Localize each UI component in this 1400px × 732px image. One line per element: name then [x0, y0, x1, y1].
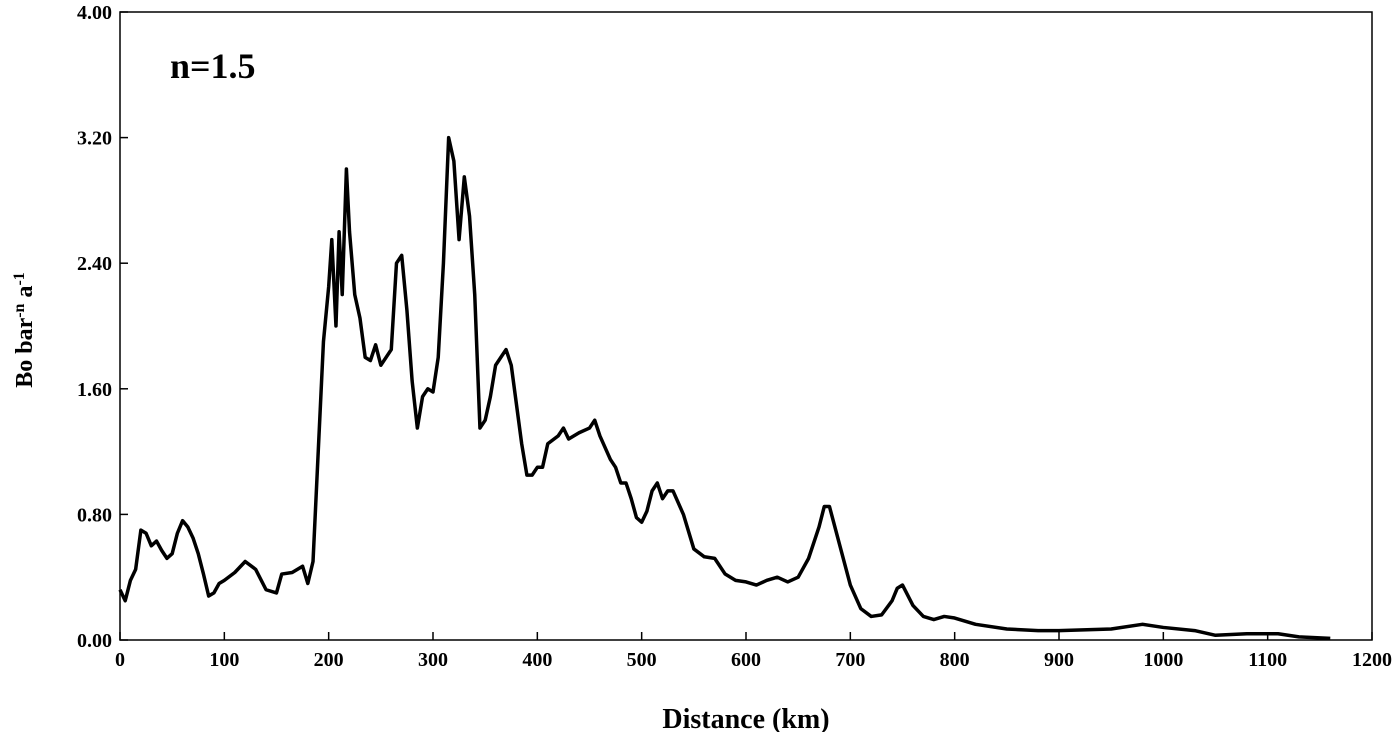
x-tick-label: 1200 [1352, 649, 1392, 671]
y-tick-label: 3.20 [77, 128, 112, 150]
x-tick-label: 200 [314, 649, 344, 671]
y-axis-label-part: a [12, 286, 38, 304]
y-axis-label-part: -n [11, 303, 28, 317]
y-axis-label: Bo bar-n a-1 [11, 272, 39, 388]
x-tick-label: 900 [1044, 649, 1074, 671]
x-tick-label: 300 [418, 649, 448, 671]
x-axis-label: Distance (km) [662, 704, 829, 732]
y-axis-label-part: Bo bar [12, 317, 38, 387]
x-tick-label: 0 [115, 649, 125, 671]
x-tick-label: 500 [627, 649, 657, 671]
x-tick-label: 600 [731, 649, 761, 671]
x-tick-label: 1100 [1248, 649, 1287, 671]
x-tick-label: 100 [209, 649, 239, 671]
x-tick-label: 700 [835, 649, 865, 671]
y-tick-label: 4.00 [77, 2, 112, 24]
y-tick-label: 1.60 [77, 379, 112, 401]
x-tick-label: 800 [940, 649, 970, 671]
y-tick-label: 0.00 [77, 630, 112, 652]
y-tick-label: 0.80 [77, 504, 112, 526]
x-tick-label: 400 [522, 649, 552, 671]
data-line [118, 135, 1331, 641]
y-axis-label-part: -1 [11, 272, 28, 285]
y-tick-label: 2.40 [77, 253, 112, 275]
plot-frame [119, 11, 1373, 641]
x-tick-label: 1000 [1143, 649, 1183, 671]
annotation: n=1.5 [170, 46, 256, 86]
